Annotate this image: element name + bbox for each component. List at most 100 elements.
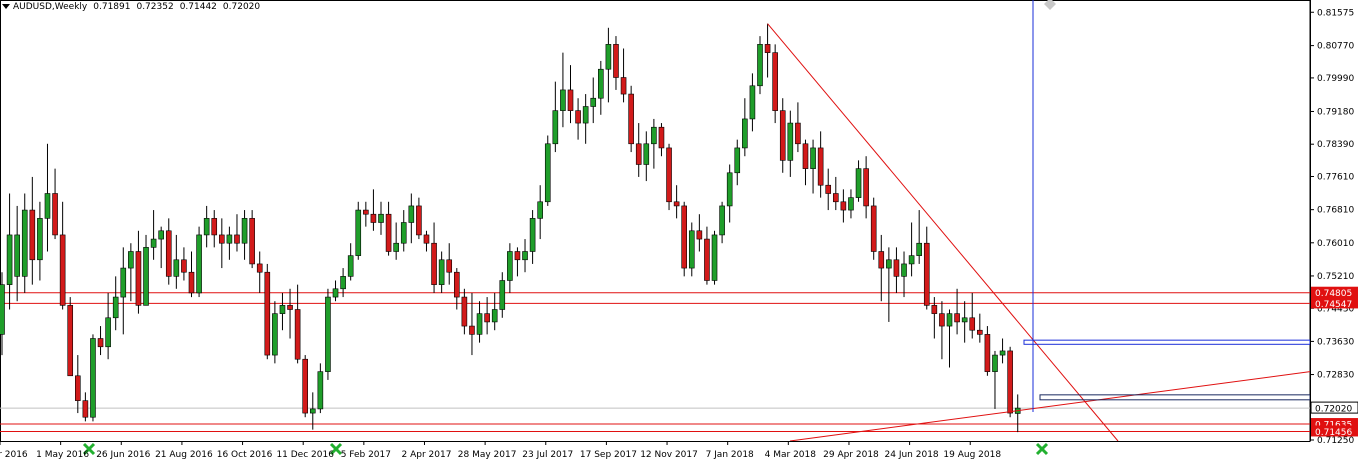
bull-candle (112, 296, 119, 319)
bear-candle (870, 205, 877, 252)
bear-candle (567, 89, 574, 111)
price-label-box (1311, 418, 1358, 430)
bull-candle (6, 234, 13, 285)
cross-marker-icon[interactable] (82, 442, 96, 456)
blue-zone-upper[interactable] (1023, 339, 1311, 345)
bear-candle (302, 358, 309, 414)
bear-candle (165, 230, 172, 277)
bull-candle (105, 317, 111, 348)
bull-candle (272, 313, 278, 356)
cross-marker-icon[interactable] (1035, 442, 1049, 456)
plot-frame (0, 0, 1311, 442)
scroll-diamond-icon[interactable] (1044, 0, 1056, 10)
bear-candle (181, 259, 187, 273)
bull-candle (544, 143, 551, 203)
cross-marker-icon[interactable] (329, 442, 343, 456)
bear-candle (825, 184, 832, 194)
grid-layer (0, 0, 1311, 442)
bear-candle (772, 52, 778, 111)
y-tick-label: 0.73630 (1317, 337, 1354, 347)
ascending-trendline[interactable] (789, 371, 1311, 442)
bull-candle (848, 197, 854, 211)
bear-candle (878, 251, 885, 269)
bull-candle (378, 213, 384, 223)
bear-candle (931, 305, 938, 314)
bear-candle (939, 313, 945, 327)
bull-candle (711, 234, 718, 281)
bear-candle (29, 209, 36, 261)
bear-candle (620, 77, 627, 95)
bear-candle (764, 44, 771, 53)
bull-candle (408, 205, 415, 223)
high-value: 0.72352 (136, 2, 174, 12)
bear-candle (287, 305, 293, 310)
bear-candle (1007, 350, 1013, 414)
bull-candle (961, 317, 968, 323)
bear-candle (613, 44, 619, 78)
bull-candle (643, 143, 650, 165)
x-tick-label: 5 Feb 2017 (341, 450, 391, 460)
bull-candle (605, 44, 612, 70)
bull-candle (128, 251, 134, 269)
bear-candle (779, 110, 786, 161)
descending-trendline[interactable] (767, 23, 1119, 442)
bull-candle (196, 234, 202, 294)
bull-candle (279, 305, 286, 314)
x-tick-label: 6 Mar 2016 (0, 450, 28, 460)
y-tick-label: 0.72830 (1317, 371, 1354, 381)
bear-candle (461, 296, 468, 327)
bull-candle (476, 313, 483, 335)
bear-candle (658, 126, 665, 149)
x-tick-label: 16 Oct 2016 (217, 450, 273, 460)
bull-candle (742, 118, 748, 149)
bear-candle (363, 209, 369, 215)
bull-candle (552, 110, 559, 145)
bear-candle (82, 400, 89, 418)
drawing-objects[interactable] (82, 0, 1311, 456)
bull-candle (726, 172, 733, 207)
x-tick-label: 23 Jul 2017 (522, 450, 573, 460)
bear-candle (954, 313, 960, 323)
close-value: 0.72020 (222, 2, 261, 12)
bull-candle (0, 284, 5, 335)
bull-candle (886, 259, 892, 269)
bull-candle (241, 218, 248, 244)
bull-candle (560, 89, 566, 111)
y-tick-label: 0.79990 (1317, 74, 1354, 84)
y-tick-label: 0.75210 (1317, 272, 1354, 282)
bull-candle (719, 205, 725, 236)
dropdown-arrow-icon[interactable] (2, 4, 10, 9)
bear-candle (219, 234, 225, 244)
bull-candle (21, 209, 28, 277)
bear-candle (514, 251, 521, 261)
bear-candle (969, 317, 976, 331)
y-tick-label: 0.78390 (1317, 140, 1354, 150)
bear-candle (59, 234, 66, 306)
bear-candle (385, 213, 392, 252)
bear-candle (977, 329, 983, 335)
x-tick-label: 24 Jun 2018 (885, 450, 939, 460)
bull-candle (537, 201, 543, 219)
bull-candle (173, 259, 180, 277)
chart-title-bar: AUDUSD,Weekly 0.71891 0.72352 0.71442 0.7202… (2, 2, 266, 12)
bull-candle (158, 230, 164, 240)
marker-stroke (82, 442, 96, 456)
bull-candle (734, 147, 741, 174)
price-label-box (1311, 297, 1358, 309)
bull-candle (901, 263, 907, 277)
y-tick-label: 0.80770 (1317, 42, 1354, 52)
bear-candle (832, 193, 839, 203)
y-tick-label: 0.76010 (1317, 239, 1354, 249)
bull-candle (438, 259, 445, 285)
bull-candle (317, 371, 324, 410)
y-tick-label: 0.76810 (1317, 206, 1354, 216)
bear-candle (795, 122, 801, 145)
bear-candle (264, 271, 271, 356)
bull-candle (946, 313, 953, 327)
bull-candle (150, 238, 157, 248)
bear-candle (234, 234, 240, 244)
bull-candle (688, 230, 695, 269)
bull-candle (347, 255, 354, 277)
price-label-box (1311, 286, 1358, 298)
